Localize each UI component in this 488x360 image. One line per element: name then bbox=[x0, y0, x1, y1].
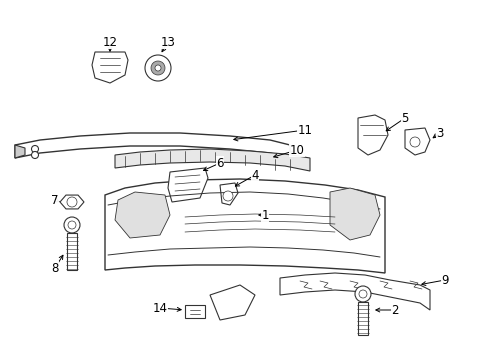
Polygon shape bbox=[92, 52, 128, 83]
Circle shape bbox=[64, 217, 80, 233]
Circle shape bbox=[68, 221, 76, 229]
Circle shape bbox=[31, 145, 39, 153]
Text: 14: 14 bbox=[152, 302, 167, 315]
Polygon shape bbox=[184, 305, 204, 318]
Circle shape bbox=[151, 61, 164, 75]
Polygon shape bbox=[168, 168, 207, 202]
Circle shape bbox=[223, 191, 232, 201]
Text: 8: 8 bbox=[51, 261, 59, 274]
Text: 2: 2 bbox=[390, 303, 398, 316]
Text: 11: 11 bbox=[297, 123, 312, 136]
Circle shape bbox=[67, 197, 77, 207]
Text: 10: 10 bbox=[289, 144, 304, 157]
Text: 4: 4 bbox=[251, 168, 258, 181]
Polygon shape bbox=[357, 302, 367, 335]
Polygon shape bbox=[209, 285, 254, 320]
Circle shape bbox=[31, 152, 39, 158]
Polygon shape bbox=[115, 192, 170, 238]
Text: 6: 6 bbox=[216, 157, 224, 170]
Circle shape bbox=[409, 137, 419, 147]
Polygon shape bbox=[15, 145, 25, 158]
Text: 3: 3 bbox=[435, 126, 443, 140]
Polygon shape bbox=[60, 195, 84, 209]
Polygon shape bbox=[357, 115, 387, 155]
Circle shape bbox=[358, 290, 366, 298]
Polygon shape bbox=[15, 133, 289, 158]
Text: 12: 12 bbox=[102, 36, 117, 49]
Polygon shape bbox=[105, 179, 384, 273]
Text: 5: 5 bbox=[401, 112, 408, 125]
Text: 1: 1 bbox=[261, 208, 268, 221]
Polygon shape bbox=[220, 183, 238, 205]
Circle shape bbox=[354, 286, 370, 302]
Polygon shape bbox=[67, 233, 77, 270]
Polygon shape bbox=[280, 273, 429, 310]
Circle shape bbox=[145, 55, 171, 81]
Text: 13: 13 bbox=[160, 36, 175, 49]
Polygon shape bbox=[115, 149, 309, 171]
Circle shape bbox=[155, 65, 161, 71]
Text: 7: 7 bbox=[51, 194, 59, 207]
Text: 9: 9 bbox=[440, 274, 448, 287]
Polygon shape bbox=[404, 128, 429, 155]
Polygon shape bbox=[329, 188, 379, 240]
